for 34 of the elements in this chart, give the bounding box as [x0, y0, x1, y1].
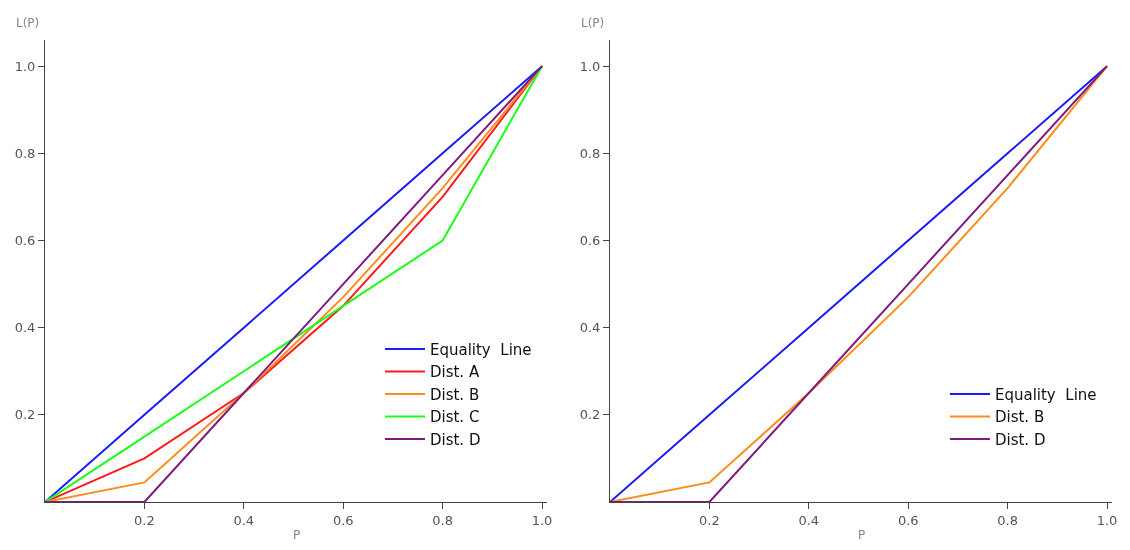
- legend-label: Dist. B: [994, 408, 1045, 427]
- x-tick-label: 0.6: [897, 512, 919, 528]
- y-axis-title: L(P): [581, 16, 605, 30]
- x-tick-label: 0.2: [699, 512, 720, 528]
- x-tick-label: 0.6: [332, 512, 354, 528]
- y-tick-label: 0.8: [14, 145, 36, 161]
- legend-label: Dist. A: [429, 363, 480, 382]
- y-tick-label: 0.6: [14, 233, 36, 249]
- x-tick-label: 0.4: [798, 512, 820, 528]
- y-tick-label: 0.6: [579, 233, 601, 249]
- legend-label: Equality Line: [994, 385, 1097, 404]
- x-tick-label: 0.4: [233, 512, 255, 528]
- legend-label: Dist. B: [429, 385, 480, 404]
- y-tick-label: 0.2: [14, 407, 36, 423]
- line-series: [45, 65, 544, 502]
- legend-label: Dist. D: [994, 430, 1046, 449]
- x-tick-label: 0.8: [432, 512, 453, 528]
- x-tick-label: 0.8: [997, 512, 1018, 528]
- x-tick-label: 1.0: [1096, 512, 1118, 528]
- legend-label: Dist. C: [429, 408, 480, 427]
- line-series: [610, 65, 1109, 502]
- y-tick-label: 0.4: [14, 320, 36, 336]
- x-tick-label: 0.2: [134, 512, 155, 528]
- x-axis-title: P: [858, 528, 866, 542]
- y-tick-label: 1.0: [579, 58, 601, 74]
- x-tick-label: 1.0: [531, 512, 553, 528]
- y-tick-label: 0.2: [579, 407, 601, 423]
- x-axis-title: P: [293, 528, 301, 542]
- y-tick-label: 0.8: [579, 145, 601, 161]
- y-axis-title: L(P): [16, 16, 40, 30]
- legend-label: Equality Line: [429, 340, 532, 359]
- y-tick-label: 0.4: [579, 320, 601, 336]
- y-tick-label: 1.0: [14, 58, 36, 74]
- legend-label: Dist. D: [429, 430, 481, 449]
